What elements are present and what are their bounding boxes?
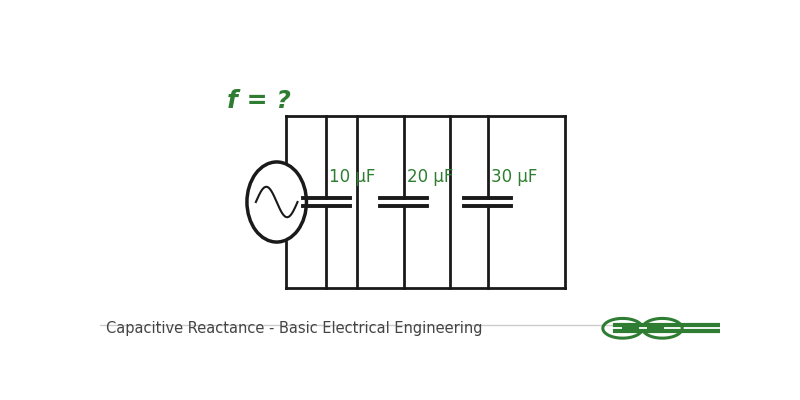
Text: f = ?: f = ?: [227, 89, 291, 113]
Text: 10 μF: 10 μF: [330, 168, 376, 186]
Text: Capacitive Reactance - Basic Electrical Engineering: Capacitive Reactance - Basic Electrical …: [106, 321, 482, 336]
Text: 30 μF: 30 μF: [490, 168, 537, 186]
Text: 20 μF: 20 μF: [407, 168, 454, 186]
